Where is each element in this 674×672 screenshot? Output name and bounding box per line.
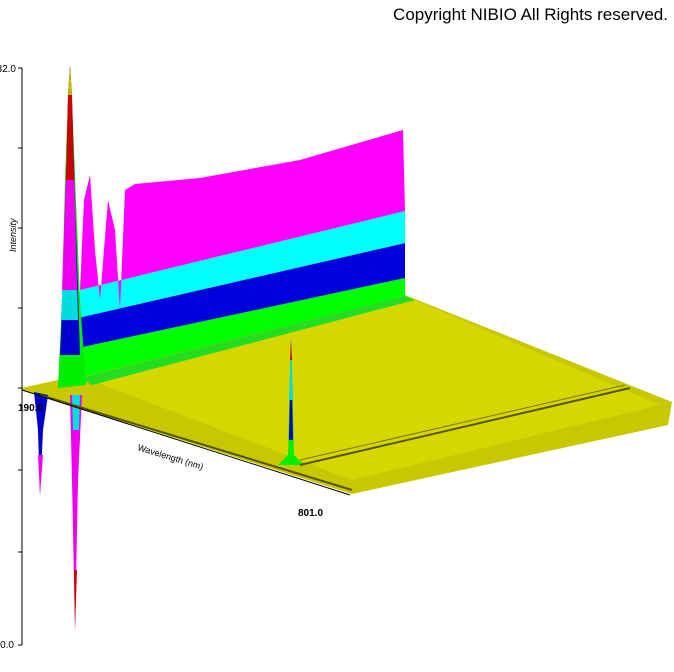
spike-red <box>66 66 74 180</box>
intensity-label: Intensity <box>8 218 18 252</box>
band-magenta <box>80 130 405 310</box>
band-green-base <box>80 296 415 385</box>
dip-2 <box>70 395 82 630</box>
band-green <box>78 278 405 378</box>
wavelength-start: 190.0 <box>18 403 43 414</box>
dip-2-tip <box>74 570 77 630</box>
floor-line <box>39 394 353 491</box>
band-cyan <box>78 211 405 318</box>
ticks <box>18 67 22 646</box>
spike-top <box>68 66 72 95</box>
wavelength-axis <box>21 389 351 496</box>
dip-1 <box>34 392 48 495</box>
dip-2-top <box>72 395 80 430</box>
intensity-min: 80.0 <box>0 640 14 651</box>
dip-1-tip <box>38 455 43 495</box>
floor-line <box>299 387 631 466</box>
peak-cyan <box>289 340 293 400</box>
peak-red <box>290 340 292 360</box>
wavelength-label: Wavelength (nm) <box>136 442 204 472</box>
wavelength-end: 801.0 <box>298 508 323 519</box>
floor-line <box>299 384 626 461</box>
band-blue <box>78 243 405 348</box>
intensity-max: 32.0 <box>0 64 16 75</box>
copyright: Copyright NIBIO All Rights reserved. <box>393 5 668 24</box>
